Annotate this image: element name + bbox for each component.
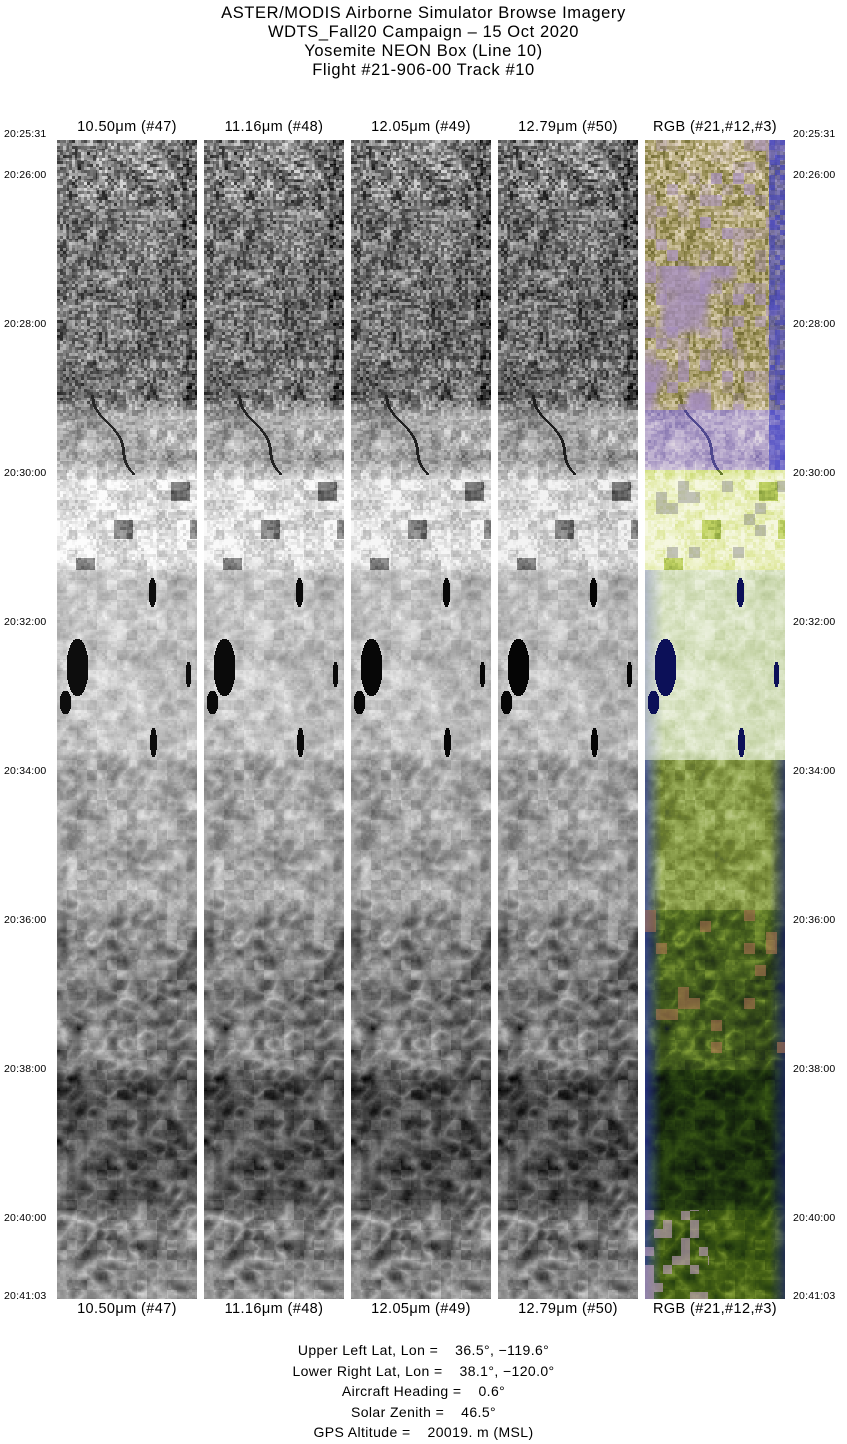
time-label-left-9: 20:41:03 xyxy=(4,1290,47,1302)
time-label-left-7: 20:38:00 xyxy=(4,1063,47,1075)
upper-left-latlon-line: Upper Left Lat, Lon = 36.5°, −119.6° xyxy=(0,1340,847,1361)
aircraft-heading-line: Aircraft Heading = 0.6° xyxy=(0,1381,847,1402)
time-label-right-6: 20:36:00 xyxy=(793,914,836,926)
time-label-right-5: 20:34:00 xyxy=(793,765,836,777)
page-title: ASTER/MODIS Airborne Simulator Browse Im… xyxy=(221,4,626,22)
strip-label-top-ch47: 10.50μm (#47) xyxy=(77,119,177,135)
time-label-left-1: 20:26:00 xyxy=(4,169,47,181)
equals-sign: = xyxy=(452,1383,462,1399)
time-label-left-4: 20:32:00 xyxy=(4,616,47,628)
strip-label-bottom-rgb: RGB (#21,#12,#3) xyxy=(652,1301,778,1317)
gps-altitude-label: GPS Altitude xyxy=(313,1424,398,1440)
equals-sign: = xyxy=(429,1342,439,1358)
strip-label-bottom-ch47: 10.50μm (#47) xyxy=(77,1301,177,1317)
aircraft-heading-value: 0.6° xyxy=(478,1383,506,1399)
upper-left-latlon-value: 36.5°, −119.6° xyxy=(455,1342,550,1358)
gps-altitude-line: GPS Altitude = 20019. m (MSL) xyxy=(0,1422,847,1443)
solar-zenith-label: Solar Zenith xyxy=(350,1403,432,1420)
time-label-right-0: 20:25:31 xyxy=(793,128,836,140)
strip-label-top-ch48: 11.16μm (#48) xyxy=(224,119,324,135)
gps-altitude-value: 20019. m (MSL) xyxy=(427,1424,534,1440)
strip-label-bottom-ch50: 12.79μm (#50) xyxy=(518,1301,618,1317)
time-label-left-3: 20:30:00 xyxy=(4,467,47,479)
strip-label-bottom-ch49: 12.05μm (#49) xyxy=(371,1301,471,1317)
time-label-left-5: 20:34:00 xyxy=(4,765,47,777)
lower-right-latlon-label: Lower Right Lat, Lon xyxy=(292,1362,430,1379)
aircraft-heading-label: Aircraft Heading xyxy=(341,1383,449,1399)
strip-label-top-ch50: 12.79μm (#50) xyxy=(518,119,618,135)
equals-sign: = xyxy=(435,1403,445,1420)
equals-sign: = xyxy=(401,1424,411,1440)
time-label-left-0: 20:25:31 xyxy=(4,128,47,140)
strip-image-ch48 xyxy=(204,140,344,1299)
time-label-right-2: 20:28:00 xyxy=(793,318,836,330)
strip-label-top-ch49: 12.05μm (#49) xyxy=(371,119,471,135)
time-label-right-7: 20:38:00 xyxy=(793,1063,836,1075)
strip-label-bottom-ch48: 11.16μm (#48) xyxy=(224,1301,324,1317)
strip-image-ch47 xyxy=(57,140,197,1299)
lower-right-latlon-line: Lower Right Lat, Lon = 38.1°, −120.0° xyxy=(0,1361,847,1382)
equals-sign: = xyxy=(433,1362,443,1379)
strip-label-top-rgb: RGB (#21,#12,#3) xyxy=(652,119,778,135)
time-label-left-8: 20:40:00 xyxy=(4,1212,47,1224)
solar-zenith-value: 46.5° xyxy=(461,1403,497,1420)
strip-image-ch50 xyxy=(498,140,638,1299)
lower-right-latlon-value: 38.1°, −120.0° xyxy=(459,1362,555,1379)
solar-zenith-line: Solar Zenith = 46.5° xyxy=(0,1402,847,1423)
time-label-left-6: 20:36:00 xyxy=(4,914,47,926)
upper-left-latlon-label: Upper Left Lat, Lon xyxy=(297,1342,426,1358)
campaign-date-line: WDTS_Fall20 Campaign – 15 Oct 2020 xyxy=(267,23,580,41)
strip-image-rgb xyxy=(645,140,785,1299)
time-label-right-1: 20:26:00 xyxy=(793,169,836,181)
time-label-right-8: 20:40:00 xyxy=(793,1212,836,1224)
strip-image-ch49 xyxy=(351,140,491,1299)
geo-info-block: Upper Left Lat, Lon = 36.5°, −119.6° Lowe… xyxy=(0,1340,847,1443)
time-label-right-3: 20:30:00 xyxy=(793,467,836,479)
site-line: Yosemite NEON Box (Line 10) xyxy=(304,42,543,60)
time-label-right-9: 20:41:03 xyxy=(793,1290,836,1302)
time-label-right-4: 20:32:00 xyxy=(793,616,836,628)
page-header: ASTER/MODIS Airborne Simulator Browse Im… xyxy=(0,4,847,80)
time-label-left-2: 20:28:00 xyxy=(4,318,47,330)
flight-track-line: Flight #21-906-00 Track #10 xyxy=(312,61,535,79)
